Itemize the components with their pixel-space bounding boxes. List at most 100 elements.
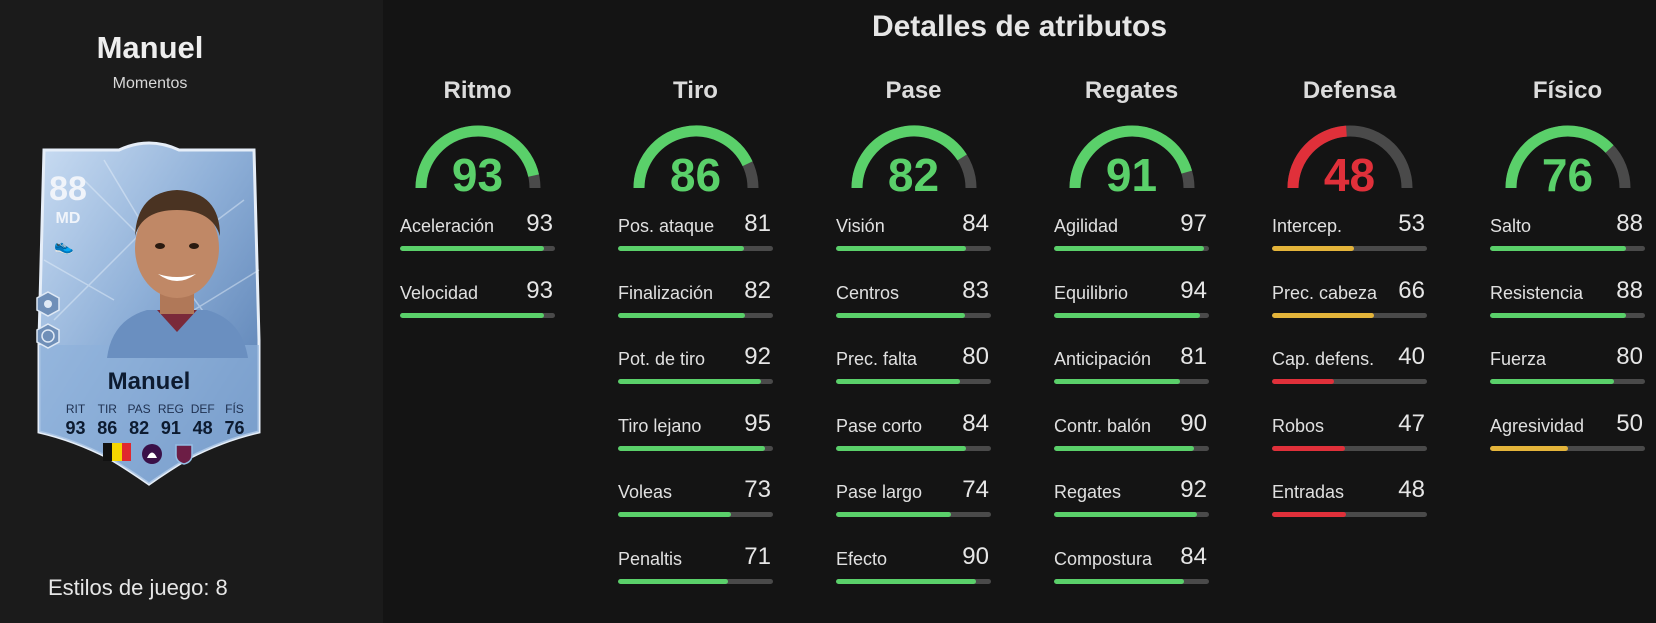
- attribute-value: 50: [1616, 409, 1643, 437]
- category-tiro: Tiro 86 Pos. ataque 81 Finalización 82 Pot. de…: [618, 70, 773, 605]
- attribute-row: Voleas 73: [618, 472, 773, 539]
- attribute-bar: [618, 512, 773, 517]
- attribute-bar-fill: [1054, 512, 1197, 517]
- attribute-bar: [1490, 246, 1645, 251]
- attribute-value: 71: [744, 542, 771, 570]
- attribute-value: 84: [1180, 542, 1207, 570]
- attribute-name: Regates: [1054, 482, 1122, 502]
- card-stat-label: DEF: [190, 402, 215, 416]
- category-rating: 91: [1105, 149, 1158, 201]
- attribute-value: 94: [1180, 276, 1207, 304]
- category-gauge: 93: [413, 122, 543, 201]
- attribute-row: Equilibrio 94: [1054, 273, 1209, 340]
- attribute-bar: [1054, 512, 1209, 517]
- attribute-row: Regates 92: [1054, 472, 1209, 539]
- attribute-row: Pase largo 74: [836, 472, 991, 539]
- attribute-row: Anticipación 81: [1054, 339, 1209, 406]
- attribute-name: Agilidad: [1054, 216, 1119, 236]
- attribute-bar: [836, 445, 991, 451]
- attribute-name: Pase corto: [836, 415, 923, 436]
- attribute-bar: [1490, 379, 1645, 384]
- attribute-bar-fill: [1490, 379, 1614, 384]
- belgium-flag-icon: [103, 443, 131, 461]
- attribute-name: Aceleración: [400, 216, 495, 236]
- attribute-name: Centros: [836, 282, 900, 303]
- attribute-bar-fill: [618, 445, 766, 451]
- playstyles-count[interactable]: Estilos de juego: 8: [48, 575, 228, 600]
- attribute-row: Agilidad 97: [1054, 206, 1209, 273]
- category-rating: 93: [451, 149, 504, 201]
- attribute-list: Aceleración 93 Velocidad 93: [400, 206, 555, 339]
- attribute-value: 74: [962, 476, 989, 503]
- attribute-bar-fill: [618, 246, 744, 251]
- premier-league-icon: [142, 444, 162, 464]
- attribute-name: Entradas: [1272, 482, 1345, 502]
- attribute-row: Agresividad 50: [1490, 406, 1645, 473]
- attribute-name: Pase largo: [836, 482, 923, 502]
- attribute-name: Tiro lejano: [618, 415, 702, 436]
- attribute-bar: [1272, 445, 1427, 451]
- gauge-fill: [1287, 125, 1347, 189]
- attribute-bar: [1054, 445, 1209, 451]
- category-regates: Regates 91 Agilidad 97 Equilibrio 94 Anticipac…: [1054, 70, 1209, 605]
- attribute-row: Tiro lejano 95: [618, 406, 773, 473]
- attribute-bar: [1054, 379, 1209, 384]
- category-rating: 48: [1323, 149, 1376, 201]
- attribute-bar-fill: [1272, 379, 1334, 384]
- card-stat-label: REG: [157, 402, 184, 416]
- attribute-row: Intercep. 53: [1272, 206, 1427, 273]
- attribute-bar-fill: [1054, 445, 1194, 451]
- attribute-bar: [618, 578, 773, 584]
- attribute-value: 81: [1180, 343, 1207, 370]
- attribute-list: Agilidad 97 Equilibrio 94 Anticipación 81 Cont…: [1054, 206, 1209, 605]
- card-badges: [24, 443, 274, 465]
- attribute-bar: [1054, 578, 1209, 584]
- attribute-bar-fill: [836, 246, 967, 251]
- attribute-row: Contr. balón 90: [1054, 406, 1209, 473]
- attribute-list: Visión 84 Centros 83 Prec. falta 80 Pase corto…: [836, 206, 991, 605]
- attribute-row: Cap. defens. 40: [1272, 339, 1427, 406]
- attribute-name: Salto: [1490, 216, 1532, 236]
- category-gauge: 48: [1285, 122, 1415, 201]
- attribute-row: Robos 47: [1272, 406, 1427, 473]
- playstyle-icon: [36, 323, 60, 349]
- attribute-bar-fill: [836, 512, 951, 517]
- player-card[interactable]: 88 MD 👟 Manuel RIT TIR PAS REG DEF: [24, 140, 274, 488]
- attribute-row: Visión 84: [836, 206, 991, 273]
- attribute-bar-fill: [400, 246, 545, 251]
- attribute-value: 83: [962, 276, 989, 304]
- attribute-value: 47: [1398, 409, 1425, 437]
- attribute-bar-fill: [1272, 312, 1375, 318]
- attribute-bar: [618, 379, 773, 384]
- card-stat-value: 82: [129, 418, 150, 438]
- attribute-bar: [1272, 246, 1427, 251]
- attribute-value: 82: [744, 276, 771, 304]
- attribute-value: 81: [744, 210, 771, 237]
- attribute-bar-fill: [836, 379, 960, 384]
- attribute-name: Equilibrio: [1054, 282, 1129, 303]
- attribute-value: 90: [1180, 409, 1207, 437]
- attribute-list: Salto 88 Resistencia 88 Fuerza 80 Agresividad 5…: [1490, 206, 1645, 472]
- attribute-row: Finalización 82: [618, 273, 773, 340]
- attribute-value: 93: [526, 276, 553, 304]
- boot-icon: 👟: [54, 238, 74, 255]
- category-gauge: 86: [631, 122, 761, 201]
- attribute-bar: [1490, 312, 1645, 318]
- attribute-value: 84: [962, 409, 989, 437]
- attribute-bar: [1272, 312, 1427, 318]
- card-stat-value: 93: [65, 418, 86, 438]
- gauge-fill: [1069, 125, 1192, 189]
- category-rating: 76: [1541, 149, 1594, 201]
- attribute-row: Salto 88: [1490, 206, 1645, 273]
- attribute-row: Centros 83: [836, 273, 991, 340]
- attribute-bar: [836, 246, 991, 251]
- attribute-value: 48: [1398, 476, 1425, 503]
- card-player-name: Manuel: [107, 368, 191, 395]
- category-title: Tiro: [673, 77, 718, 104]
- attribute-bar: [836, 578, 991, 584]
- category-title: Pase: [885, 77, 942, 104]
- attribute-bar: [618, 445, 773, 451]
- attribute-name: Contr. balón: [1054, 415, 1152, 436]
- attribute-name: Compostura: [1054, 548, 1153, 569]
- attribute-bar: [1054, 312, 1209, 318]
